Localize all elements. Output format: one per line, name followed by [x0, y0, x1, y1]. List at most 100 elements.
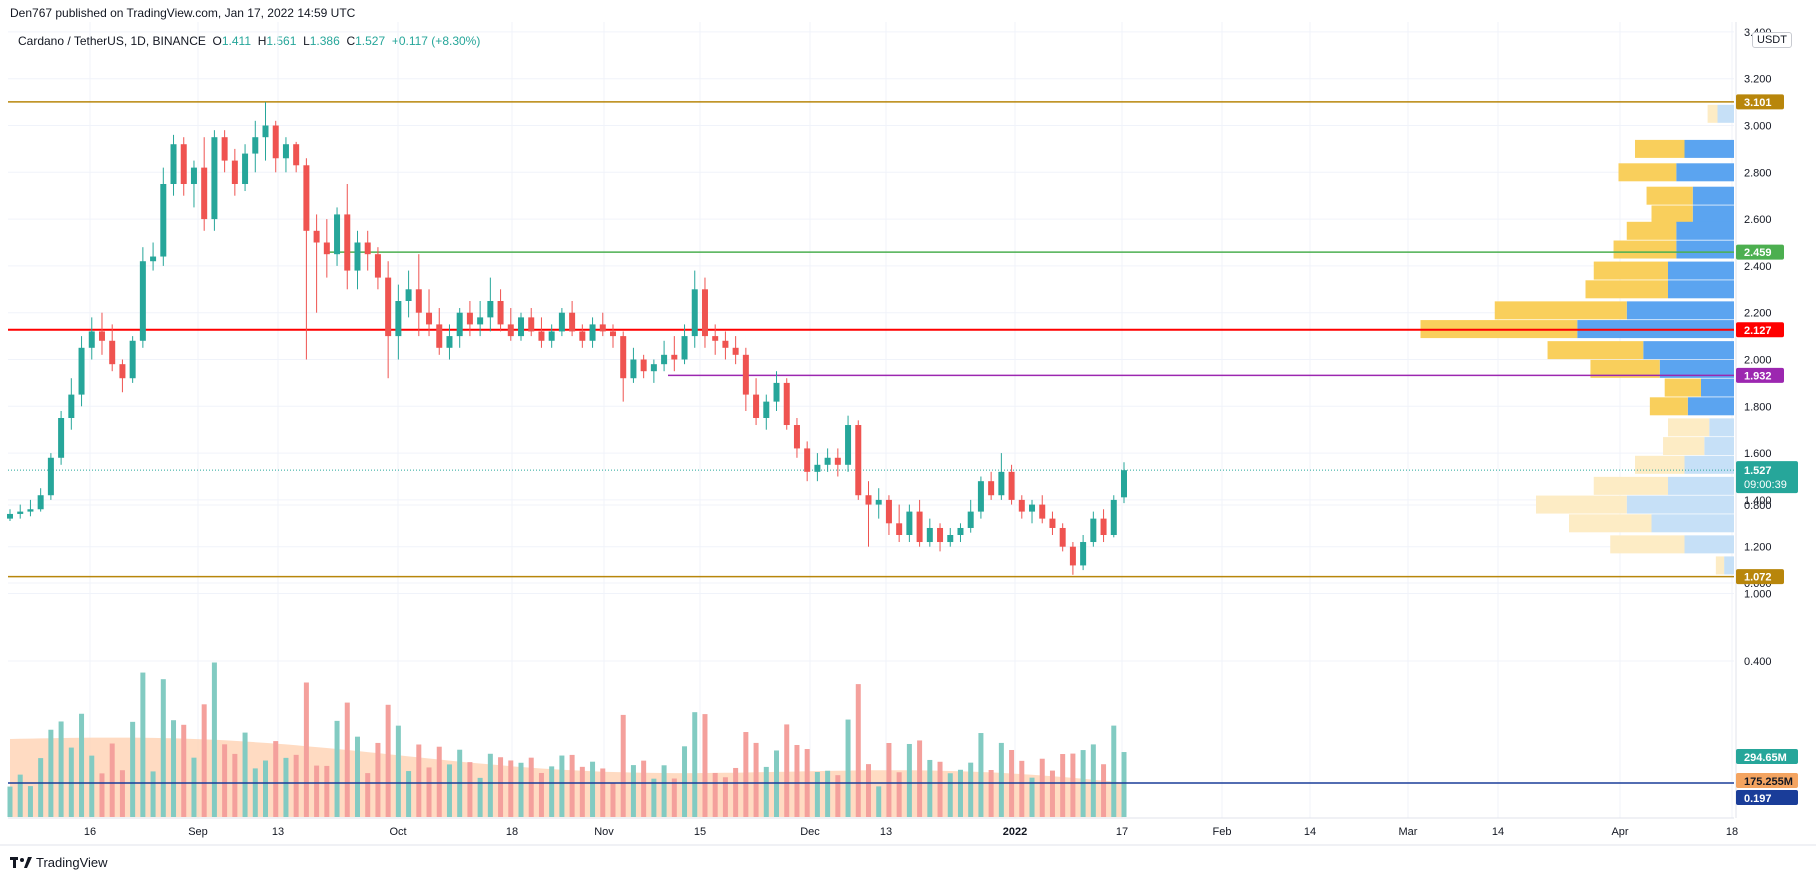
candle-body — [865, 495, 872, 505]
candle-body — [722, 340, 729, 348]
profile-bar-down — [1709, 418, 1734, 437]
volume-bar — [1111, 725, 1117, 817]
symbol-title[interactable]: Cardano / TetherUS, 1D, BINANCE — [18, 34, 206, 48]
tradingview-footer[interactable]: TradingView — [10, 855, 108, 870]
profile-bar-down — [1692, 205, 1734, 224]
price-tick-label: 3.000 — [1744, 121, 1772, 133]
profile-bar-down — [1626, 301, 1734, 320]
candle-body — [691, 289, 698, 337]
price-tick-label: 2.400 — [1744, 261, 1772, 273]
volume-badge-bg — [1736, 773, 1798, 788]
volume-bar — [498, 757, 504, 817]
volume-bar — [365, 773, 371, 817]
profile-bar-down — [1701, 378, 1734, 397]
profile-bar-up — [1610, 535, 1685, 554]
candle-body — [620, 336, 627, 379]
volume-bar — [99, 773, 105, 817]
candles — [7, 102, 1127, 575]
countdown-label: 09:00:39 — [1744, 479, 1787, 491]
volume-bar — [794, 744, 800, 817]
candle-body — [824, 457, 831, 465]
profile-bar-down — [1684, 455, 1734, 474]
candle-body — [109, 340, 116, 365]
volume-bar — [334, 720, 340, 817]
volume-bar — [487, 753, 493, 817]
candle-body — [68, 394, 75, 418]
volume-bar — [436, 746, 442, 817]
change-value: +0.117 (+8.30%) — [391, 34, 481, 48]
volume-bar — [58, 721, 64, 817]
candle-body — [1059, 527, 1066, 547]
level-badge-bg — [1736, 94, 1784, 110]
volume-bar — [1039, 758, 1045, 817]
volume-bar — [835, 775, 841, 817]
candle-body — [252, 137, 259, 154]
level-badge: 1.932 — [1744, 370, 1772, 382]
volume-bar — [344, 702, 350, 817]
candle-body — [793, 425, 800, 449]
profile-bar-up — [1590, 359, 1660, 378]
candle-body — [1008, 471, 1015, 500]
candle-body — [1100, 518, 1107, 535]
time-tick-label: 18 — [1726, 826, 1738, 838]
candle-body — [834, 457, 841, 465]
volume-bar — [79, 713, 85, 817]
candle-body — [1018, 499, 1025, 512]
level-badge: 1.072 — [1744, 572, 1772, 584]
candle-body — [37, 495, 44, 510]
volume-bar — [620, 714, 626, 817]
volume-bar — [375, 742, 381, 817]
volume-bar — [171, 720, 177, 817]
candle-body — [98, 331, 105, 341]
candle-body — [323, 242, 330, 255]
candle-body — [334, 214, 341, 255]
candle-body — [150, 256, 157, 262]
candle-body — [609, 331, 616, 337]
time-tick-label: 2022 — [1003, 826, 1027, 838]
candle-body — [1029, 504, 1036, 512]
volume-bar — [140, 672, 146, 817]
volume-bar — [947, 773, 953, 817]
candle-body — [518, 317, 525, 337]
time-tick-label: Mar — [1399, 826, 1418, 838]
candle-body — [456, 312, 463, 337]
candle-body — [385, 277, 392, 337]
volume-bar — [702, 714, 708, 817]
volume-badge-bg — [1736, 749, 1798, 764]
volume-bar — [763, 766, 769, 817]
candle-body — [1039, 504, 1046, 519]
level-badge: 2.127 — [1744, 325, 1772, 337]
candle-body — [926, 527, 933, 543]
candle-body — [804, 448, 811, 472]
candle-body — [27, 509, 34, 512]
time-tick-label: Dec — [800, 826, 820, 838]
volume-bar — [917, 740, 923, 817]
currency-badge[interactable]: USDT — [1752, 32, 1792, 48]
last-price-label: 1.527 — [1744, 465, 1772, 477]
candle-body — [896, 523, 903, 535]
grid-lines — [8, 22, 1734, 818]
candle-body — [937, 527, 944, 543]
volume-bar — [1049, 770, 1055, 817]
profile-bar-down — [1668, 261, 1734, 280]
volume-bar — [242, 732, 248, 817]
volume-ma-area — [10, 737, 1124, 817]
volume-bar — [927, 759, 933, 817]
time-tick-label: Oct — [389, 826, 406, 838]
volume-bar — [518, 762, 524, 817]
candle-body — [753, 394, 760, 418]
volume-badge-bg — [1736, 790, 1798, 805]
profile-bar-up — [1569, 514, 1652, 533]
volume-bar — [886, 743, 892, 817]
candle-body — [885, 499, 892, 524]
level-badge: 3.101 — [1744, 97, 1772, 109]
volume-bar — [1101, 764, 1107, 817]
volume-bar — [426, 767, 432, 817]
price-tick-label: 1.400 — [1744, 495, 1772, 507]
volume-bar — [937, 761, 943, 817]
volume-bar — [89, 755, 95, 817]
candle-body — [405, 289, 412, 301]
profile-bar-down — [1626, 495, 1734, 514]
volume-bar — [968, 762, 974, 817]
